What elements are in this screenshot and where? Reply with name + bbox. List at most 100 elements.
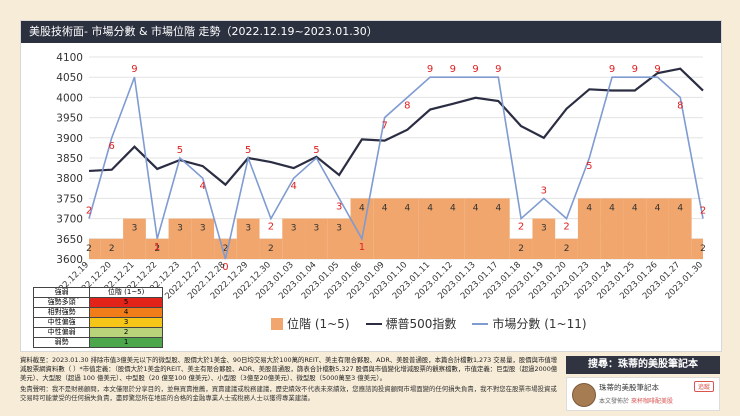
follow-button[interactable]: 追蹤 <box>693 381 714 392</box>
score-value-label: 5 <box>586 161 592 172</box>
area-value-label: 3 <box>291 224 297 234</box>
level-table-row: 相對強勢 4 <box>32 307 163 318</box>
profile-card[interactable]: 珠蒂的美股筆記本 追蹤 本文發佈於 來杯咖啡配美股 <box>566 377 720 411</box>
area-value-label: 3 <box>132 224 138 234</box>
area-value-label: 4 <box>450 203 456 213</box>
area-block <box>646 198 669 259</box>
level-table-header: 強弱 位階 (1~5) <box>32 287 163 298</box>
score-value-label: 9 <box>427 64 433 75</box>
area-block <box>441 198 465 259</box>
area-value-label: 3 <box>314 224 320 234</box>
disclaimer: 資料截至：2023.01.30 排除市值3億美元以下的微型股、股價大於1美金、9… <box>20 356 560 403</box>
area-block <box>532 218 556 259</box>
chart-card: 美股技術面- 市場分數 & 市場位階 走勢（2022.12.19~2023.01… <box>20 20 722 352</box>
y-tick-label: 4050 <box>56 72 83 84</box>
legend-score: 市場分數 (1~11) <box>472 315 587 332</box>
area-block <box>327 218 351 259</box>
area-value-label: 2 <box>268 244 274 254</box>
level-table-row: 弱勢 1 <box>32 337 163 348</box>
area-value-label: 4 <box>427 203 433 213</box>
area-value-label: 4 <box>359 203 365 213</box>
level-table-header-strength: 強弱 <box>32 287 91 298</box>
y-tick-label: 4000 <box>56 92 83 104</box>
profile-link[interactable]: 來杯咖啡配美股 <box>630 398 673 405</box>
score-value-label: 1 <box>359 242 365 253</box>
area-block <box>100 238 124 259</box>
area-value-label: 4 <box>655 203 661 213</box>
score-value-label: 9 <box>131 64 137 75</box>
area-block <box>305 218 328 259</box>
area-block <box>577 198 601 259</box>
area-block <box>191 218 215 259</box>
score-value-label: 5 <box>313 145 319 156</box>
area-value-label: 4 <box>405 203 411 213</box>
level-value: 2 <box>89 327 163 338</box>
score-value-label: 7 <box>381 121 387 132</box>
area-value-label: 4 <box>382 203 388 213</box>
sp500-line <box>88 67 704 187</box>
area-block <box>600 198 624 259</box>
area-value-label: 2 <box>154 244 160 254</box>
area-block <box>259 238 283 259</box>
area-block <box>555 238 578 259</box>
score-value-label: 9 <box>654 64 660 75</box>
area-value-label: 4 <box>632 203 638 213</box>
level-table: 強弱 位階 (1~5) 強勢多頭 5 相對強勢 4 中性偏強 3 中性偏弱 2 … <box>32 287 163 348</box>
profile-line: 本文發佈於 來杯咖啡配美股 <box>599 396 673 405</box>
area-block <box>668 198 692 259</box>
y-tick-label: 3800 <box>56 173 83 185</box>
disclaimer-note: 免責聲明：我不是財務顧問，本文僅限於分享目的，並無買賣推薦，買賣建議或稅務建議，… <box>20 385 557 402</box>
chart-legend: 位階 (1~5) 標普500指數 市場分數 (1~11) <box>271 315 597 332</box>
avatar[interactable] <box>572 383 596 407</box>
score-value-label: 8 <box>677 100 683 111</box>
score-value-label: 9 <box>632 64 638 75</box>
score-value-label: 0 <box>222 262 228 273</box>
y-tick-label: 3600 <box>56 254 83 266</box>
area-block <box>168 218 192 259</box>
area-block <box>509 238 533 259</box>
legend-sp-label: 標普500指數 <box>385 317 457 331</box>
y-tick-label: 3850 <box>56 153 83 165</box>
area-block <box>145 238 169 259</box>
area-value-label: 4 <box>609 203 615 213</box>
search-banner[interactable]: 搜尋：珠蒂的美股筆記本 <box>566 356 720 374</box>
area-block <box>123 218 146 259</box>
score-value-label: 5 <box>177 145 183 156</box>
level-value: 3 <box>89 317 163 328</box>
y-tick-label: 4100 <box>56 52 83 64</box>
legend-sp-swatch <box>365 322 382 325</box>
score-value-label: 9 <box>450 64 456 75</box>
legend-score-label: 市場分數 (1~11) <box>492 317 587 331</box>
level-label: 弱勢 <box>32 337 91 348</box>
score-value-label: 9 <box>472 64 478 75</box>
level-label: 中性偏弱 <box>32 327 91 338</box>
level-table-row: 中性偏強 3 <box>32 317 163 328</box>
profile-name[interactable]: 珠蒂的美股筆記本 <box>599 383 659 392</box>
area-value-label: 2 <box>518 244 524 254</box>
score-value-label: 2 <box>268 222 274 233</box>
area-value-label: 2 <box>700 244 706 254</box>
area-value-label: 2 <box>86 244 92 254</box>
score-value-label: 4 <box>290 181 296 192</box>
area-value-label: 2 <box>109 244 115 254</box>
area-value-label: 2 <box>564 244 570 254</box>
area-value-label: 3 <box>200 224 206 234</box>
market-chart: 3600365037003750380038503900395040004050… <box>50 52 707 302</box>
y-tick-label: 3900 <box>56 133 83 145</box>
score-value-label: 3 <box>336 201 342 212</box>
score-line <box>88 76 704 260</box>
area-value-label: 4 <box>495 203 501 213</box>
area-value-label: 3 <box>177 224 183 234</box>
area-value-label: 4 <box>473 203 479 213</box>
level-value: 1 <box>89 337 163 348</box>
area-block <box>373 198 396 259</box>
area-value-label: 2 <box>223 244 229 254</box>
area-value-label: 4 <box>586 203 592 213</box>
area-block <box>691 238 703 259</box>
score-value-label: 9 <box>495 64 501 75</box>
area-block <box>214 238 237 259</box>
score-value-label: 6 <box>109 141 115 152</box>
area-block <box>623 198 647 259</box>
disclaimer-source: 資料截至：2023.01.30 排除市值3億美元以下的微型股、股價大於1美金、9… <box>20 356 558 382</box>
y-tick-label: 3950 <box>56 113 83 125</box>
